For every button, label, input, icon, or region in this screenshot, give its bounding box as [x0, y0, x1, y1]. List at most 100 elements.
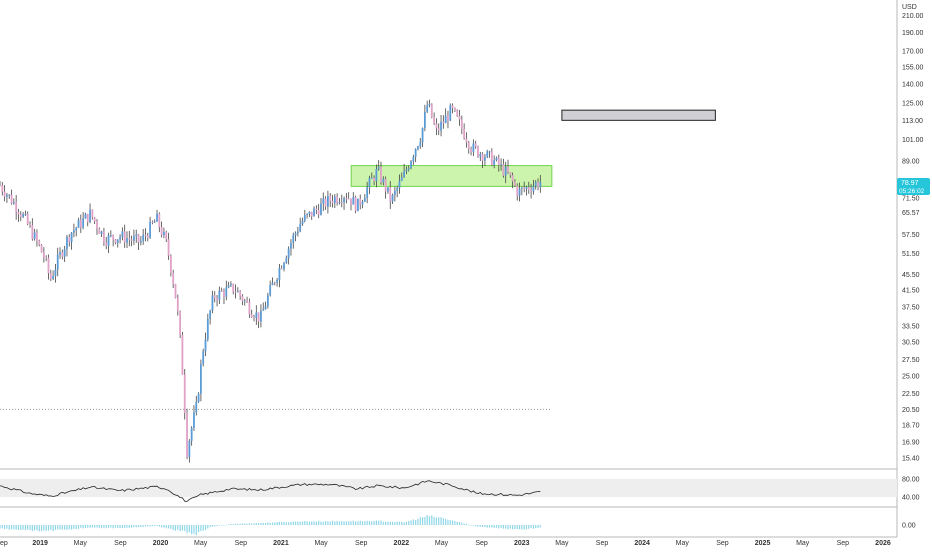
candle[interactable] — [412, 154, 415, 165]
candle[interactable] — [306, 213, 309, 219]
candle[interactable] — [495, 156, 498, 162]
candle[interactable] — [391, 193, 394, 204]
candle[interactable] — [234, 284, 237, 299]
candle[interactable] — [357, 198, 359, 212]
candle[interactable] — [366, 181, 369, 204]
candle[interactable] — [79, 214, 82, 233]
candle[interactable] — [142, 229, 145, 245]
macd-pane[interactable] — [0, 514, 541, 536]
candle[interactable] — [444, 108, 447, 124]
candle[interactable] — [308, 211, 311, 218]
candle[interactable] — [70, 232, 73, 250]
candle[interactable] — [12, 198, 15, 205]
candle[interactable] — [1, 182, 4, 196]
candle[interactable] — [430, 103, 433, 119]
candle[interactable] — [287, 246, 290, 265]
candle[interactable] — [246, 296, 248, 303]
candle[interactable] — [45, 255, 48, 262]
candle[interactable] — [128, 230, 131, 247]
candle[interactable] — [423, 104, 426, 132]
candle[interactable] — [447, 110, 449, 129]
target-zone-rectangle[interactable] — [561, 109, 716, 121]
candle[interactable] — [516, 183, 519, 201]
candle[interactable] — [114, 239, 117, 245]
candle[interactable] — [437, 123, 440, 136]
candle[interactable] — [382, 176, 385, 186]
candle[interactable] — [77, 217, 80, 228]
candle[interactable] — [195, 395, 198, 416]
candle[interactable] — [537, 178, 539, 191]
candle[interactable] — [82, 211, 85, 230]
candle[interactable] — [186, 408, 188, 460]
rsi-pane[interactable] — [0, 479, 897, 502]
candle[interactable] — [479, 151, 482, 162]
candle[interactable] — [112, 234, 115, 247]
candle[interactable] — [317, 204, 320, 219]
candle[interactable] — [518, 182, 521, 202]
candle[interactable] — [502, 158, 505, 178]
candle[interactable] — [380, 161, 382, 185]
candle[interactable] — [239, 290, 242, 300]
candle[interactable] — [255, 305, 258, 325]
candle[interactable] — [539, 174, 542, 193]
candle[interactable] — [490, 148, 493, 166]
candle[interactable] — [63, 245, 66, 263]
candle[interactable] — [137, 233, 140, 251]
candle[interactable] — [329, 193, 332, 207]
candle[interactable] — [38, 239, 41, 247]
candle[interactable] — [232, 283, 235, 295]
candle[interactable] — [3, 185, 6, 202]
candle[interactable] — [453, 107, 456, 113]
candle[interactable] — [17, 208, 20, 222]
candle[interactable] — [29, 221, 31, 228]
candle[interactable] — [278, 264, 281, 288]
candle[interactable] — [467, 140, 470, 154]
candle[interactable] — [387, 187, 389, 194]
candle[interactable] — [179, 310, 182, 339]
candle[interactable] — [190, 426, 193, 446]
candle[interactable] — [262, 302, 265, 311]
candle[interactable] — [414, 148, 417, 163]
candle[interactable] — [211, 290, 214, 314]
candle[interactable] — [333, 193, 336, 208]
candle[interactable] — [338, 198, 341, 205]
candle[interactable] — [253, 314, 255, 322]
candle[interactable] — [54, 263, 57, 283]
candle[interactable] — [250, 309, 253, 318]
candle[interactable] — [345, 192, 348, 204]
candle[interactable] — [534, 180, 537, 190]
candle[interactable] — [477, 145, 479, 158]
candle[interactable] — [151, 220, 154, 225]
candle[interactable] — [292, 232, 295, 249]
candle[interactable] — [407, 165, 410, 172]
candle[interactable] — [230, 281, 232, 288]
candle[interactable] — [169, 254, 172, 277]
candle[interactable] — [419, 137, 422, 149]
candle[interactable] — [527, 181, 530, 194]
candle[interactable] — [10, 189, 13, 205]
candle[interactable] — [103, 227, 105, 246]
candle[interactable] — [123, 224, 126, 248]
candle[interactable] — [470, 146, 472, 156]
candle[interactable] — [158, 212, 161, 233]
candle[interactable] — [271, 277, 274, 286]
candle[interactable] — [209, 309, 212, 325]
candle[interactable] — [368, 175, 371, 195]
candle[interactable] — [315, 205, 318, 215]
candle[interactable] — [89, 203, 91, 224]
candle[interactable] — [33, 228, 36, 241]
candle[interactable] — [500, 158, 502, 171]
candle[interactable] — [202, 348, 205, 367]
candle[interactable] — [213, 291, 216, 303]
candle[interactable] — [218, 286, 221, 304]
candle[interactable] — [197, 392, 200, 403]
candle[interactable] — [523, 181, 526, 193]
candle[interactable] — [396, 185, 399, 198]
candle[interactable] — [174, 283, 177, 299]
candle[interactable] — [22, 212, 24, 219]
candle[interactable] — [130, 235, 133, 247]
candle[interactable] — [294, 231, 297, 242]
candle[interactable] — [481, 152, 484, 169]
